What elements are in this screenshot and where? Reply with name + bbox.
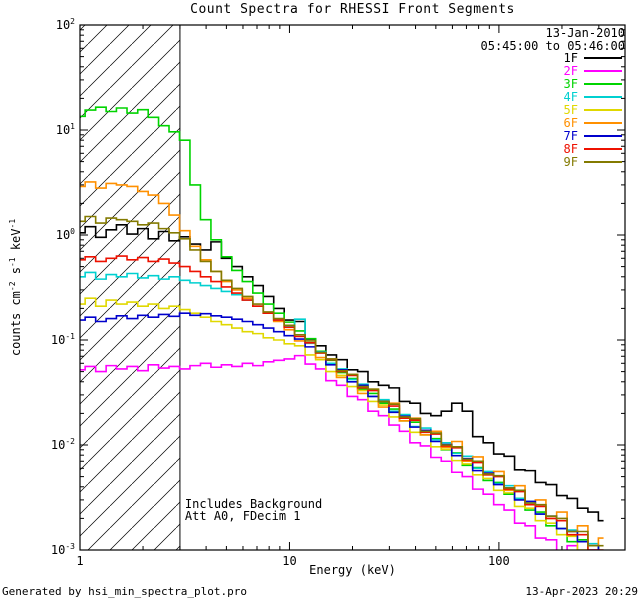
plot-frame [79,24,626,551]
y-axis-label: counts cm-2 s-1 keV-1 [8,219,23,356]
generated-by-text: Generated by hsi_min_spectra_plot.pro [2,585,248,598]
plot-title: Count Spectra for RHESSI Front Segments [190,2,515,17]
svg-text:1: 1 [76,554,83,568]
svg-text:10-2: 10-2 [51,437,75,452]
x-tick-labels: 1 10 100 [76,554,509,568]
svg-text:100: 100 [56,227,75,242]
observation-date: 13-Jan-2010 [545,26,625,40]
axis-ticks [79,24,625,551]
hatch-region [80,25,180,550]
series-2F [80,354,600,550]
legend-label-8F: 8F [564,142,578,156]
svg-text:100: 100 [488,554,510,568]
legend-label-7F: 7F [564,129,578,143]
y-tick-labels: 10-3 10-2 10-1 100 101 102 [51,17,75,557]
legend-label-3F: 3F [564,77,578,91]
legend-label-5F: 5F [564,103,578,117]
x-axis-label: Energy (keV) [309,563,396,577]
spectra-series [80,106,604,550]
legend-label-6F: 6F [564,116,578,130]
legend-label-1F: 1F [564,51,578,65]
svg-text:Includes Background: Includes Background [185,497,322,511]
series-5F [80,297,589,550]
series-1F [80,224,604,522]
observation-time-range: 05:45:00 to 05:46:00 [480,39,626,53]
generation-timestamp: 13-Apr-2023 20:29 [525,585,638,598]
svg-text:10-1: 10-1 [51,332,75,347]
series-7F [80,312,600,550]
legend-label-4F: 4F [564,90,578,104]
legend-label-9F: 9F [564,155,578,169]
series-9F [80,215,604,547]
legend-label-2F: 2F [564,64,578,78]
svg-text:10: 10 [282,554,296,568]
svg-text:102: 102 [56,17,75,32]
series-4F [80,271,600,550]
svg-text:101: 101 [56,122,75,137]
series-6F [80,181,604,547]
svg-text:Att A0, FDecim 1: Att A0, FDecim 1 [185,509,301,523]
svg-text:10-3: 10-3 [51,542,75,557]
